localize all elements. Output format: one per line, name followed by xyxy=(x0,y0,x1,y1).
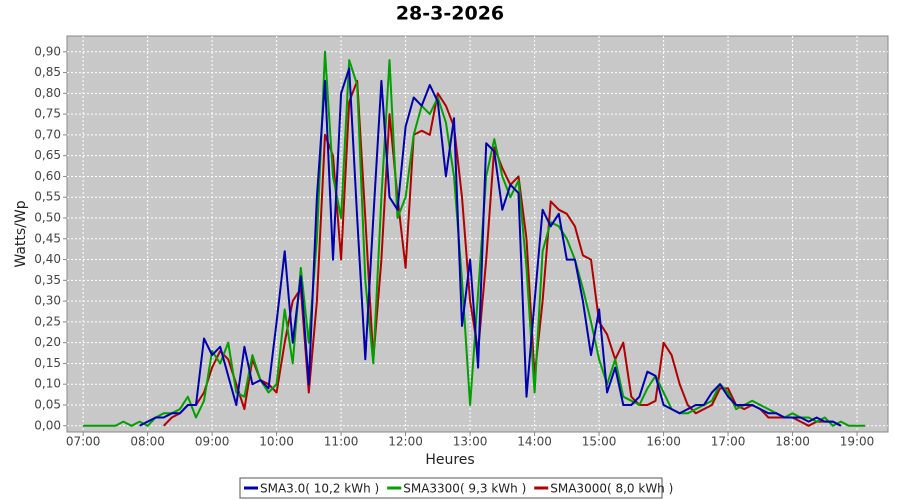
x-tick-label: 10:00 xyxy=(259,435,294,449)
x-tick-label: 08:00 xyxy=(130,435,165,449)
x-tick-label: 07:00 xyxy=(66,435,101,449)
y-tick-label: 0,55 xyxy=(34,190,61,204)
x-tick-label: 16:00 xyxy=(646,435,681,449)
y-tick-label: 0,60 xyxy=(34,169,61,183)
y-tick-label: 0,05 xyxy=(34,397,61,411)
y-tick-label: 0,15 xyxy=(34,356,61,370)
y-tick-label: 0,25 xyxy=(34,314,61,328)
y-tick-label: 0,30 xyxy=(34,294,61,308)
x-tick-label: 14:00 xyxy=(517,435,552,449)
legend-label: SMA3.0( 10,2 kWh ) xyxy=(260,482,379,496)
x-axis-title: Heures xyxy=(425,452,474,468)
x-tick-label: 17:00 xyxy=(711,435,746,449)
x-tick-label: 09:00 xyxy=(195,435,230,449)
y-tick-label: 0,45 xyxy=(34,231,61,245)
y-tick-label: 0,40 xyxy=(34,252,61,266)
x-tick-label: 11:00 xyxy=(324,435,359,449)
y-tick-label: 0,50 xyxy=(34,211,61,225)
y-tick-label: 0,75 xyxy=(34,107,61,121)
chart-title: 28-3-2026 xyxy=(396,3,504,25)
y-tick-label: 0,90 xyxy=(34,44,61,58)
series-line xyxy=(139,67,842,427)
plot-layer xyxy=(67,36,888,432)
plot-area xyxy=(66,35,889,433)
y-tick-label: 0,00 xyxy=(34,418,61,432)
y-tick-label: 0,65 xyxy=(34,148,61,162)
x-tick-label: 19:00 xyxy=(840,435,875,449)
y-tick-label: 0,85 xyxy=(34,65,61,79)
x-tick-label: 15:00 xyxy=(582,435,617,449)
legend-label: SMA3300( 9,3 kWh ) xyxy=(403,482,526,496)
legend xyxy=(239,477,663,499)
y-tick-label: 0,20 xyxy=(34,335,61,349)
x-tick-label: 18:00 xyxy=(775,435,810,449)
y-tick-label: 0,10 xyxy=(34,377,61,391)
series-line xyxy=(162,79,842,427)
y-tick-label: 0,70 xyxy=(34,127,61,141)
x-tick-label: 13:00 xyxy=(453,435,488,449)
legend-label: SMA3000( 8,0 kWh ) xyxy=(550,482,673,496)
y-tick-label: 0,80 xyxy=(34,86,61,100)
y-tick-label: 0,35 xyxy=(34,273,61,287)
y-axis-title: Watts/Wp xyxy=(13,200,29,267)
x-tick-label: 12:00 xyxy=(388,435,423,449)
